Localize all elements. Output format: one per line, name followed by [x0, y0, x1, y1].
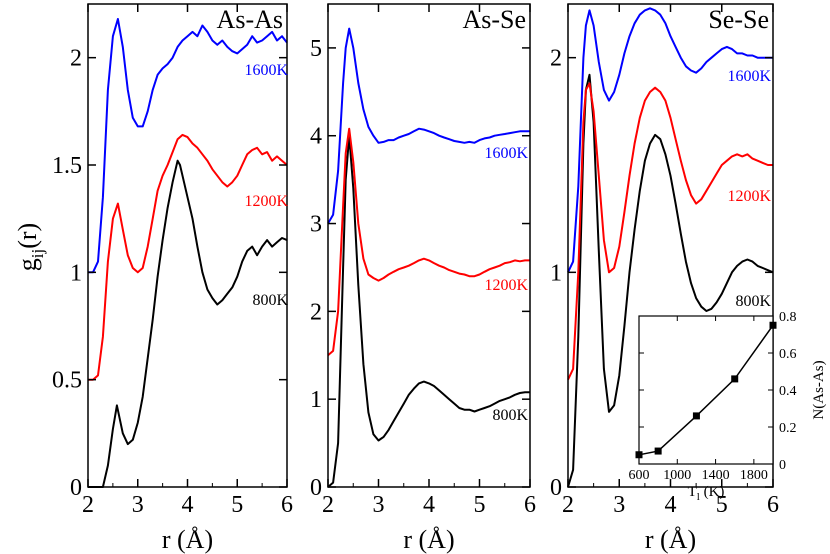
inset-y-tick-label: 0.2 [779, 421, 797, 436]
y-tick-label: 0 [70, 475, 82, 501]
curve-label-1200K: 1200K [244, 193, 288, 210]
x-tick-label: 6 [281, 492, 293, 518]
series-line-800K [327, 134, 530, 488]
y-tick-label: 0 [310, 475, 322, 501]
y-tick-label: 2 [550, 46, 562, 72]
x-tick-label: 2 [322, 492, 334, 518]
y-tick-label: 4 [310, 124, 322, 150]
curve-label-1600K: 1600K [244, 62, 288, 79]
x-tick-label: 5 [231, 492, 243, 518]
y-tick-label: 3 [310, 212, 322, 238]
inset-marker [692, 412, 700, 420]
y-axis-title-sub: ij [28, 249, 47, 258]
y-axis-title: gij(r) [13, 223, 47, 271]
curve-label-1600K: 1600K [727, 68, 771, 85]
inset-x-tick-label: 1000 [663, 468, 691, 483]
x-tick-label: 6 [524, 492, 536, 518]
y-tick-label: 1 [70, 260, 82, 286]
inset-x-tick-label: 1800 [740, 468, 768, 483]
y-tick-label: 0 [550, 475, 562, 501]
inset-x-tick-label: 600 [629, 468, 650, 483]
inset-x-title-main: T [688, 484, 697, 500]
x-tick-label: 5 [474, 492, 486, 518]
x-axis-title: r (Å) [403, 525, 454, 554]
series-line-1200K [327, 127, 530, 357]
x-tick-label: 6 [767, 492, 779, 518]
inset-marker [635, 451, 643, 459]
x-tick-label: 4 [423, 492, 435, 518]
y-tick-label: 2 [70, 46, 82, 72]
inset-chart: 600 1000 1400 1800 0 0.2 0.4 0.6 0.8 Tl (K) N(As-A… [629, 310, 828, 503]
y-tick-label: 2 [310, 299, 322, 325]
inset-x-tick-label: 1400 [702, 468, 730, 483]
inset-marker [769, 321, 777, 329]
panel-title: Se-Se [708, 5, 769, 34]
x-axis-title: r (Å) [645, 525, 696, 554]
y-tick-label: 1.5 [52, 153, 82, 179]
y-tick-label: 1 [550, 260, 562, 286]
x-tick-label: 3 [373, 492, 385, 518]
series-line-1600K [327, 27, 530, 225]
inset-x-title-tail: (K) [700, 484, 725, 500]
panel-title: As-As [217, 5, 283, 34]
inset-y-tick-label: 0.8 [779, 310, 797, 325]
x-tick-label: 4 [665, 492, 677, 518]
series-line-1600K [88, 18, 288, 274]
series-line-800K [88, 159, 288, 488]
inset-y-tick-label: 0.6 [779, 347, 797, 362]
y-axis-title-tail: (r) [13, 223, 42, 249]
y-tick-label: 0.5 [52, 368, 82, 394]
x-tick-label: 3 [613, 492, 625, 518]
y-tick-label: 1 [310, 387, 322, 413]
x-tick-label: 2 [82, 492, 94, 518]
inset-x-title-sub: l [697, 491, 700, 503]
inset-y-tick-label: 0 [779, 458, 786, 473]
curve-label-800K: 800K [735, 293, 771, 310]
x-axis-title: r (Å) [162, 525, 213, 554]
curve-label-800K: 800K [492, 407, 528, 424]
x-tick-label: 5 [716, 492, 728, 518]
curve-label-1200K: 1200K [727, 188, 771, 205]
inset-marker [654, 447, 662, 455]
curve-label-1200K: 1200K [484, 277, 528, 294]
y-axis-title-main: g [13, 258, 42, 271]
panel-as-se: 2 3 4 5 6 0 1 2 3 4 5 As-Se 800K 1200K 1600K r (Å) [310, 3, 536, 554]
x-tick-label: 3 [132, 492, 144, 518]
series-line-1200K [88, 133, 288, 381]
inset-frame [638, 315, 774, 465]
inset-y-tick-label: 0.4 [779, 384, 797, 399]
panel-as-as: 2 3 4 5 6 0 0.5 1 1.5 2 As-As 800K 1200K 1600K r (Å) [52, 3, 293, 554]
inset-x-title: Tl (K) [688, 484, 725, 503]
curve-label-1600K: 1600K [484, 145, 528, 162]
series-line-1200K [567, 82, 773, 381]
panel-se-se: 2 3 4 5 6 0 1 2 Se-Se 800K 1200K 1600K r (Å) [550, 3, 779, 554]
x-tick-label: 2 [562, 492, 574, 518]
y-tick-label: 5 [310, 36, 322, 62]
inset-marker [731, 375, 739, 383]
inset-y-title: N(As-As) [811, 360, 827, 419]
curve-label-800K: 800K [252, 292, 288, 309]
x-tick-label: 4 [182, 492, 194, 518]
panel-title: As-Se [462, 5, 526, 34]
series-line-1600K [567, 7, 773, 273]
series-line-800K [567, 73, 774, 488]
